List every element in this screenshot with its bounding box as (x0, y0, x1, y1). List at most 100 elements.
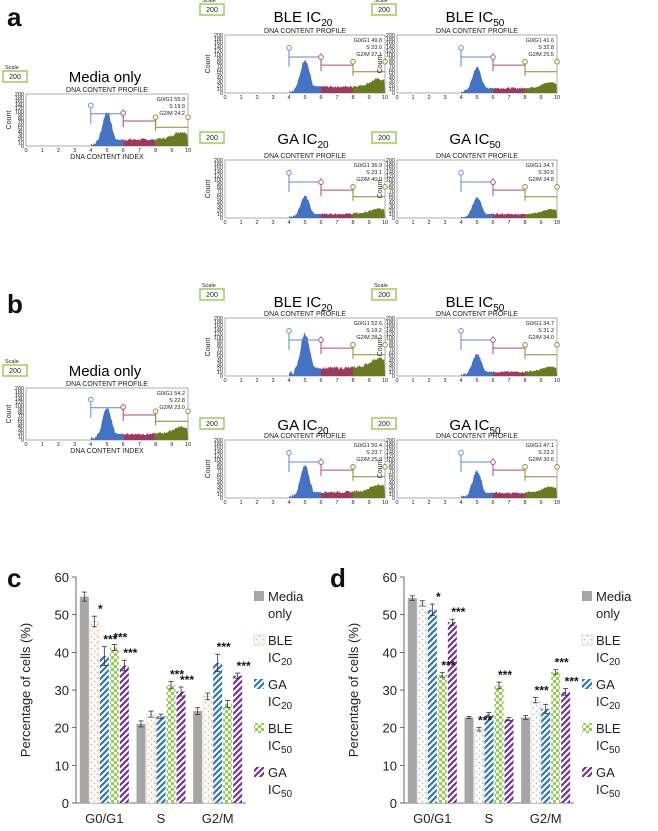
profile-title: DNA CONTENT PROFILE (436, 153, 518, 160)
s-phase-region (321, 490, 353, 498)
y-tick-label: 10 (217, 87, 223, 93)
scale-box (2, 364, 28, 377)
gate-g1-handle (286, 45, 292, 51)
y-tick-label: 90 (217, 461, 223, 467)
g2m-region (525, 366, 557, 376)
x-axis-label: DNA CONTENT INDEX (70, 448, 144, 455)
y-tick-label: 200 (386, 158, 395, 164)
y-tick-label: 30 (217, 362, 223, 368)
stat-g2m: G2/M 30.6 (528, 457, 554, 463)
g2m-region (353, 357, 385, 376)
legend-swatch (254, 679, 264, 689)
y-tick-label: 160 (15, 99, 24, 105)
y-tick-label: 20 (389, 366, 395, 372)
y-tick-label: 120 (386, 331, 395, 337)
y-tick-label: 30 (217, 484, 223, 490)
x-tick-label: 2 (427, 378, 430, 384)
x-tick-label: 1 (41, 148, 44, 154)
y-tick-label: 50 (217, 72, 223, 78)
y-tick-label: 180 (15, 95, 24, 101)
y-tick-label: 160 (214, 446, 223, 452)
stat-g0g1: G0/G1 49.8 (354, 38, 382, 44)
s-phase-region (493, 371, 525, 376)
y-tick-label: 90 (18, 113, 24, 119)
histogram-title: BLE IC50 (446, 9, 505, 29)
x-tick-label: 3 (73, 442, 76, 448)
y-tick-label: 20 (389, 83, 395, 89)
bar (223, 703, 233, 803)
stat-s: S 19.2 (366, 328, 382, 334)
legend-label-line2: IC20 (596, 650, 621, 668)
y-tick-label: 60 (55, 570, 69, 585)
s-phase-region (321, 366, 353, 376)
legend-label: Media (268, 589, 304, 604)
y-tick-label: 0 (21, 144, 24, 150)
x-tick-label: 9 (539, 220, 542, 226)
significance-marker: *** (170, 667, 184, 681)
x-tick-label: 0 (223, 500, 226, 506)
g2m-region (525, 486, 557, 498)
x-tick-label: 6 (319, 220, 322, 226)
bar (193, 711, 203, 803)
x-tick-label: 8 (523, 378, 526, 384)
y-tick-label: 30 (389, 204, 395, 210)
x-tick-label: 2 (427, 500, 430, 506)
x-tick-label: 2 (427, 95, 430, 101)
y-tick-label: 0 (62, 796, 69, 811)
stat-g2m: G2/M 23.0 (159, 405, 185, 411)
x-tick-label: 6 (491, 220, 494, 226)
y-tick-label: 120 (386, 453, 395, 459)
y-tick-label: 160 (214, 41, 223, 47)
y-tick-label: 20 (217, 208, 223, 214)
y-axis-label: Count (205, 180, 212, 199)
x-tick-label: 8 (523, 220, 526, 226)
y-tick-label: 70 (217, 64, 223, 70)
stat-g2m: G2/M 34.8 (528, 177, 554, 183)
x-tick-label: 10 (554, 500, 560, 506)
y-tick-label: 80 (389, 465, 395, 471)
y-tick-label: 160 (214, 166, 223, 172)
y-tick-label: 60 (18, 123, 24, 129)
y-tick-label: 90 (389, 339, 395, 345)
x-tick-label: 5 (475, 95, 478, 101)
gate-g1-handle (286, 328, 292, 334)
legend-label: BLE (268, 721, 293, 736)
y-tick-label: 80 (389, 185, 395, 191)
profile-title: DNA CONTENT PROFILE (264, 311, 346, 318)
y-tick-label: 40 (55, 645, 69, 660)
bar (213, 662, 223, 803)
y-tick-label: 100 (386, 177, 395, 183)
y-tick-label: 140 (214, 450, 223, 456)
y-tick-label: 140 (386, 45, 395, 51)
stat-g2m: G2/M 25.5 (528, 52, 554, 58)
gate-g2-handle (522, 184, 528, 190)
y-tick-label: 60 (389, 473, 395, 479)
gate-s-handle (120, 404, 126, 410)
y-tick-label: 160 (386, 166, 395, 172)
x-tick-label: 6 (491, 500, 494, 506)
significance-marker: *** (555, 656, 569, 670)
y-axis-label: Count (377, 460, 384, 479)
y-tick-label: 80 (217, 60, 223, 66)
stat-g0g1: G0/G1 41.6 (526, 38, 554, 44)
histogram-title: Media only (69, 69, 142, 86)
x-tick-label: 4 (89, 148, 92, 154)
bar (176, 691, 186, 803)
x-tick-label: 8 (154, 148, 157, 154)
category-label: G0/G1 (85, 811, 123, 826)
histogram-title: BLE IC50 (446, 294, 505, 314)
scale-label: Scale (5, 65, 19, 71)
significance-marker: * (436, 590, 441, 604)
significance-marker: * (98, 602, 103, 616)
scale-box (199, 288, 225, 301)
y-tick-label: 100 (386, 457, 395, 463)
legend-label-line2: only (596, 606, 620, 621)
y-tick-label: 40 (217, 481, 223, 487)
y-tick-label: 10 (389, 212, 395, 218)
y-tick-label: 40 (18, 424, 24, 430)
y-tick-label: 100 (15, 109, 24, 115)
stat-s: S 32.8 (538, 45, 554, 51)
y-tick-label: 20 (217, 83, 223, 89)
g2m-region (353, 77, 385, 93)
